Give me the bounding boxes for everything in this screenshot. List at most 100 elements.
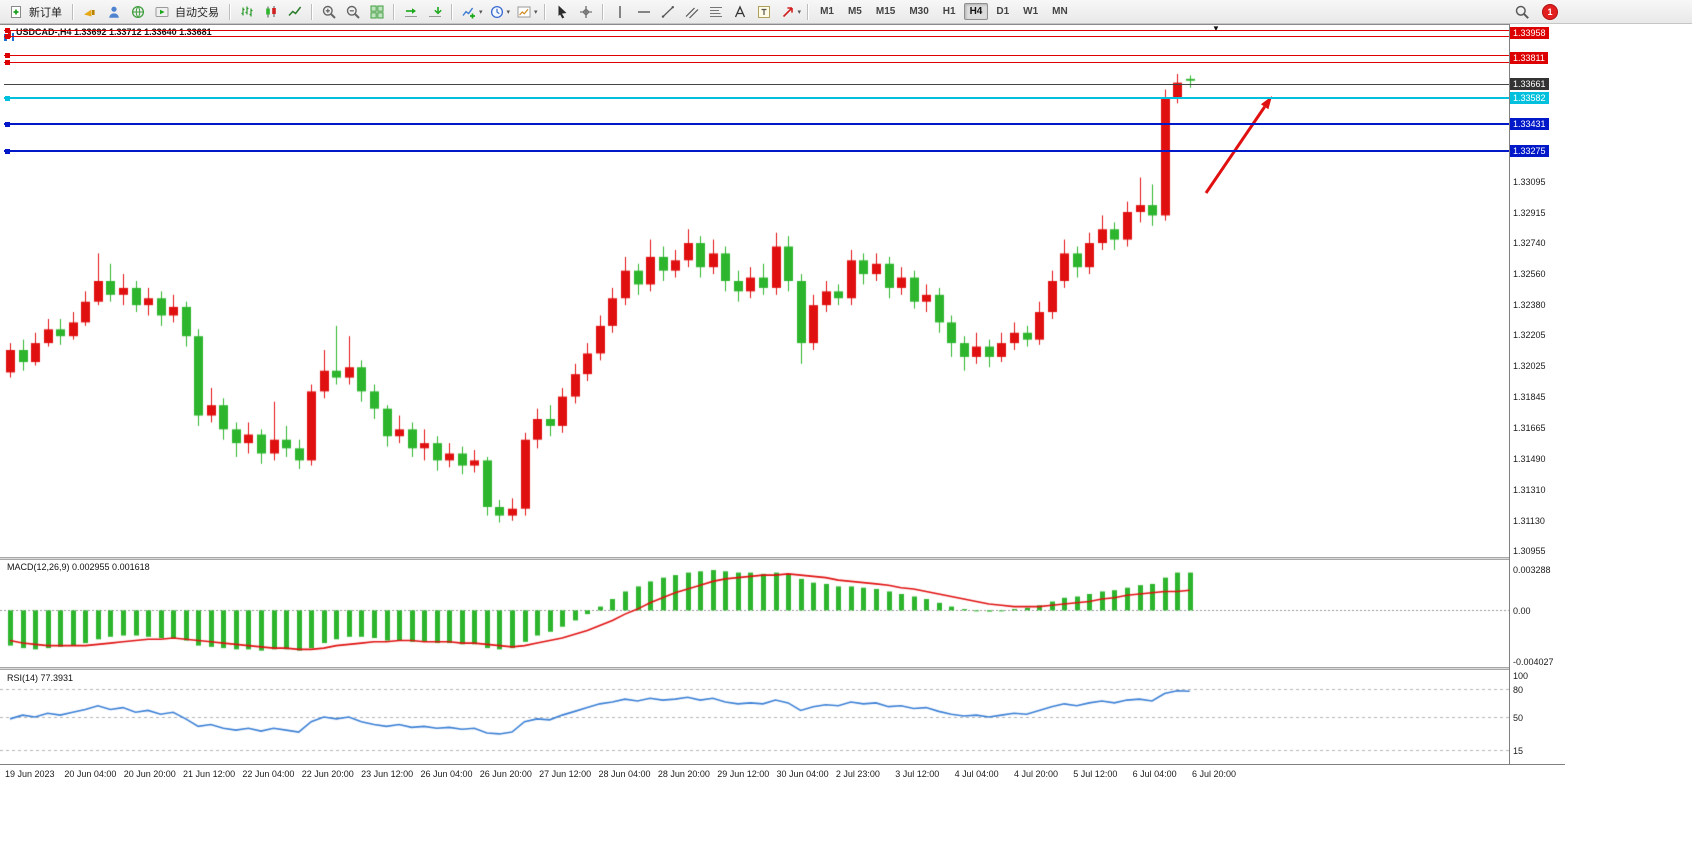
timeframe-D1-button[interactable]: D1 xyxy=(996,6,1010,17)
arrows-button[interactable] xyxy=(776,1,800,23)
price-tag: 1.33582 xyxy=(1510,92,1549,104)
line-handle[interactable] xyxy=(5,60,10,65)
time-axis-label: 29 Jun 12:00 xyxy=(717,769,770,779)
time-axis-label: 19 Jun 2023 xyxy=(5,769,55,779)
dropdown-caret-icon[interactable]: ▾ xyxy=(534,8,538,16)
timeframe-H1-button[interactable]: H1 xyxy=(942,6,956,17)
chart-shift-button[interactable] xyxy=(423,1,447,23)
new-order-label[interactable]: 新订单 xyxy=(29,6,62,19)
bar-chart-button[interactable] xyxy=(235,1,259,23)
timeframe-H4-button[interactable]: H4 xyxy=(963,3,989,20)
toolbar-separator xyxy=(311,3,313,20)
fibonacci-icon xyxy=(709,6,722,17)
zoom-out-button[interactable] xyxy=(341,1,365,23)
periods-button[interactable] xyxy=(485,1,509,23)
line-handle[interactable] xyxy=(5,96,10,101)
candlestick-chart-icon xyxy=(266,5,276,17)
chart-shift-icon xyxy=(429,6,442,17)
zoom-in-button[interactable] xyxy=(317,1,341,23)
price-line[interactable] xyxy=(4,36,1509,37)
line-chart-button[interactable] xyxy=(283,1,307,23)
price-line[interactable] xyxy=(4,84,1509,85)
time-axis[interactable]: 19 Jun 2023 20 Jun 04:00 20 Jun 20:00 21 Ju… xyxy=(0,764,1565,786)
new-order-button[interactable] xyxy=(4,1,28,23)
cursor-button[interactable] xyxy=(550,1,574,23)
price-tag: 1.33275 xyxy=(1510,145,1549,157)
price-line[interactable] xyxy=(4,62,1509,63)
profile-icon xyxy=(109,6,119,18)
chart-shift-marker[interactable]: ▼ xyxy=(1212,24,1220,33)
time-axis-label: 20 Jun 20:00 xyxy=(123,769,176,779)
tile-windows-button[interactable] xyxy=(365,1,389,23)
line-handle[interactable] xyxy=(5,28,10,33)
search-icon[interactable] xyxy=(1510,1,1534,23)
timeframe-M5-button[interactable]: M5 xyxy=(847,6,862,17)
megaphone-button[interactable] xyxy=(78,1,102,23)
timeframe-M15-button[interactable]: M15 xyxy=(875,6,896,17)
autotrade-label[interactable]: 自动交易 xyxy=(175,6,219,19)
trendline-button[interactable] xyxy=(656,1,680,23)
indicators-button[interactable] xyxy=(457,1,481,23)
price-line[interactable] xyxy=(4,123,1509,125)
timeframe-W1-button[interactable]: W1 xyxy=(1023,6,1039,17)
dropdown-caret-icon[interactable]: ▾ xyxy=(479,8,483,16)
time-axis-label: 26 Jun 20:00 xyxy=(479,769,532,779)
rsi-indicator-canvas[interactable] xyxy=(0,670,1509,764)
price-line[interactable] xyxy=(4,97,1509,99)
time-axis-label: 30 Jun 04:00 xyxy=(776,769,829,779)
price-tag: 1.33431 xyxy=(1510,118,1549,130)
price-axis-label: 1.31130 xyxy=(1513,516,1545,526)
autotrade-icon xyxy=(155,6,169,17)
text-button[interactable] xyxy=(728,1,752,23)
toolbar-separator xyxy=(543,3,546,20)
fibonacci-button[interactable] xyxy=(704,1,728,23)
tile-windows-icon xyxy=(370,5,384,18)
line-handle[interactable] xyxy=(5,122,10,127)
autotrade-button[interactable] xyxy=(150,1,174,23)
macd-axis-label: -0.004027 xyxy=(1513,657,1554,667)
templates-button[interactable] xyxy=(512,1,536,23)
horizontal-line-button[interactable] xyxy=(632,1,656,23)
dropdown-caret-icon[interactable]: ▾ xyxy=(797,8,802,16)
text-label-button[interactable] xyxy=(752,1,776,23)
toolbar-separator xyxy=(807,3,810,20)
price-line[interactable] xyxy=(4,55,1509,56)
notification-badge[interactable]: 1 xyxy=(1542,4,1558,20)
crosshair-button[interactable] xyxy=(574,1,598,23)
auto-scroll-button[interactable] xyxy=(399,1,423,23)
timeframe-MN-button[interactable]: MN xyxy=(1052,6,1068,17)
macd-indicator-label: MACD(12,26,9) 0.002955 0.001618 xyxy=(7,562,150,572)
time-axis-label: 4 Jul 20:00 xyxy=(1013,769,1058,779)
periods-icon xyxy=(490,5,503,18)
timeframe-M30-button[interactable]: M30 xyxy=(909,6,929,17)
time-axis-label: 6 Jul 04:00 xyxy=(1132,769,1177,779)
price-axis-label: 1.31665 xyxy=(1513,423,1546,433)
globe-button[interactable] xyxy=(126,1,150,23)
indicators-icon xyxy=(462,7,475,18)
channel-button[interactable] xyxy=(680,1,704,23)
macd-indicator-canvas[interactable] xyxy=(0,560,1509,667)
time-axis-label: 22 Jun 04:00 xyxy=(242,769,295,779)
vertical-line-button[interactable] xyxy=(608,1,632,23)
dropdown-caret-icon[interactable]: ▾ xyxy=(506,8,511,16)
line-handle[interactable] xyxy=(5,34,10,39)
zoom-in-icon xyxy=(322,5,336,19)
price-line[interactable] xyxy=(4,150,1509,152)
line-handle[interactable] xyxy=(5,53,10,58)
rsi-axis-label: 50 xyxy=(1513,713,1524,723)
time-axis-label: 28 Jun 04:00 xyxy=(598,769,651,779)
price-axis-label: 1.30955 xyxy=(1513,546,1546,556)
panel-splitter-macd[interactable] xyxy=(0,557,1509,560)
bar-chart-icon xyxy=(241,6,253,16)
panel-splitter-rsi[interactable] xyxy=(0,667,1509,670)
main-chart-canvas[interactable] xyxy=(0,24,1509,557)
candlestick-chart-button[interactable] xyxy=(259,1,283,23)
line-handle[interactable] xyxy=(5,149,10,154)
profile-button[interactable] xyxy=(102,1,126,23)
trendline-icon xyxy=(661,5,674,18)
price-axis-label: 1.32025 xyxy=(1513,361,1546,371)
price-line[interactable] xyxy=(4,30,1509,31)
toolbar-separator xyxy=(601,3,604,20)
timeframe-M1-button[interactable]: M1 xyxy=(820,6,834,17)
globe-icon xyxy=(131,5,145,18)
